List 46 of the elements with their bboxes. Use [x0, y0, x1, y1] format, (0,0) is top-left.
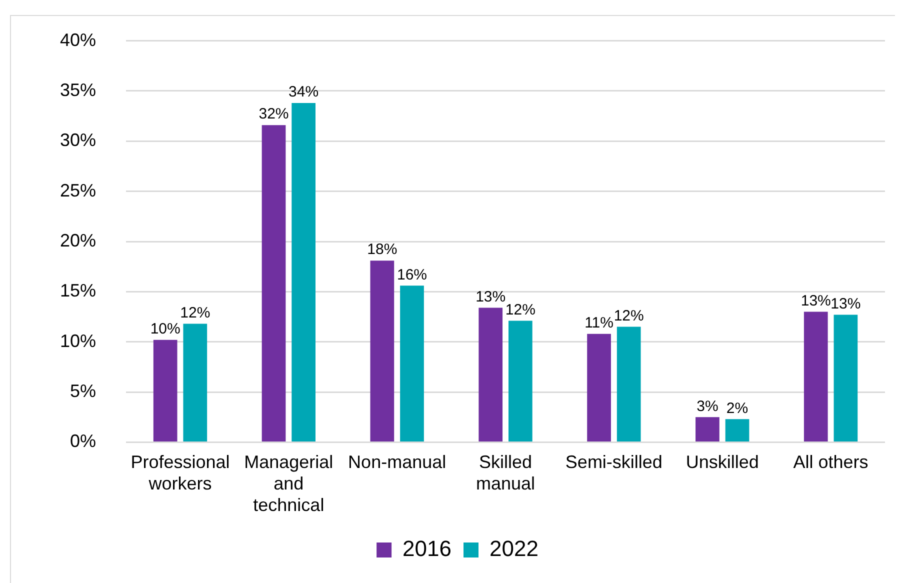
data-label: 12% — [180, 304, 210, 322]
data-label: 10% — [150, 320, 180, 338]
x-tick-label: Non-manual — [348, 452, 446, 472]
x-tick-label: Skilled manual — [476, 452, 536, 494]
legend-label: 2016 — [402, 536, 452, 562]
bar — [508, 320, 532, 442]
bar — [400, 286, 424, 442]
data-label: 34% — [288, 84, 319, 101]
bar — [696, 417, 720, 442]
bar — [183, 324, 208, 442]
bar — [804, 312, 828, 442]
y-tick-label: 40% — [60, 30, 96, 50]
legend-label: 2022 — [490, 536, 538, 562]
data-label: 32% — [258, 106, 289, 123]
data-label: 13% — [800, 292, 831, 310]
y-tick-label: 5% — [70, 380, 96, 401]
bar — [478, 308, 503, 442]
data-label: 12% — [505, 301, 536, 318]
bar — [616, 326, 641, 442]
y-tick-label: 10% — [60, 330, 96, 351]
data-label: 18% — [367, 241, 398, 258]
data-label: 12% — [614, 307, 644, 324]
y-tick-label: 35% — [60, 80, 96, 100]
data-label: 13% — [476, 288, 506, 306]
y-tick-label: 0% — [70, 431, 96, 452]
bar — [370, 260, 394, 442]
bar — [262, 125, 286, 442]
bar — [725, 419, 750, 442]
y-tick-label: 20% — [60, 230, 96, 250]
data-label: 13% — [830, 295, 861, 312]
y-tick-label: 15% — [60, 280, 96, 301]
data-label: 2% — [726, 400, 748, 417]
bar — [587, 334, 611, 442]
y-tick-label: 25% — [60, 180, 96, 200]
x-tick-label: Professional workers — [130, 452, 230, 494]
bar — [292, 103, 316, 442]
x-tick-label: Managerial and technical — [244, 452, 334, 516]
x-tick-label: All others — [793, 452, 868, 472]
y-tick-label: 30% — [60, 130, 96, 150]
data-label: 3% — [696, 398, 718, 415]
data-label: 16% — [396, 266, 428, 284]
bar — [834, 314, 858, 442]
x-tick-label: Unskilled — [686, 452, 759, 472]
bar — [153, 340, 178, 442]
x-tick-label: Semi-skilled — [565, 452, 662, 472]
data-label: 11% — [584, 314, 614, 332]
